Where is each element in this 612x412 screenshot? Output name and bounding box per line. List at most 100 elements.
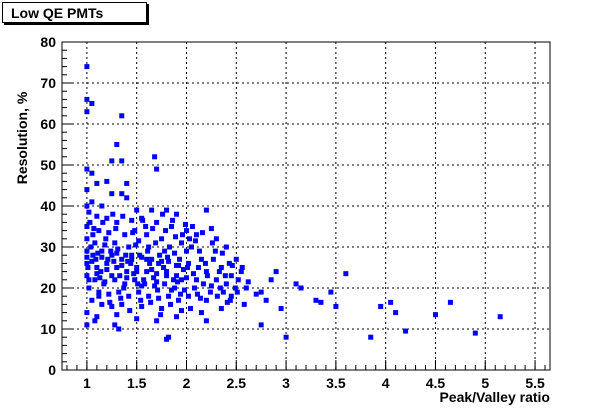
- data-point: [91, 226, 97, 232]
- x-tick-label: 5.5: [525, 375, 545, 391]
- data-point: [119, 301, 125, 307]
- data-point: [98, 269, 104, 275]
- data-point: [89, 199, 95, 205]
- data-point: [174, 273, 180, 279]
- data-point: [86, 285, 92, 291]
- data-point: [95, 250, 101, 256]
- data-point: [84, 96, 90, 102]
- data-point: [162, 281, 168, 287]
- data-point: [115, 246, 121, 252]
- data-point: [116, 289, 122, 295]
- data-point: [90, 252, 96, 258]
- data-point: [84, 203, 90, 209]
- data-point: [114, 250, 120, 256]
- y-tick-label: 40: [40, 198, 56, 214]
- data-point: [119, 158, 125, 164]
- data-point: [196, 248, 202, 254]
- data-point: [146, 244, 152, 250]
- data-point: [84, 109, 90, 115]
- data-point: [100, 219, 106, 225]
- data-point: [293, 281, 299, 287]
- data-point: [90, 232, 96, 238]
- x-tick-label: 2: [183, 375, 191, 391]
- data-point: [84, 310, 90, 316]
- data-point: [147, 260, 153, 266]
- data-point: [223, 281, 229, 287]
- data-point: [228, 273, 234, 279]
- data-point: [393, 310, 399, 316]
- data-point: [343, 271, 349, 277]
- data-point: [189, 224, 195, 229]
- x-tick-label: 4.5: [426, 375, 446, 391]
- data-point: [120, 213, 126, 219]
- data-point: [97, 275, 103, 281]
- data-point: [109, 158, 115, 164]
- data-point: [129, 252, 135, 258]
- data-point: [245, 279, 251, 285]
- x-tick-label: 1: [83, 375, 91, 391]
- data-point: [84, 64, 90, 70]
- data-point: [89, 170, 95, 176]
- data-point: [208, 283, 214, 289]
- data-point: [158, 312, 164, 318]
- data-point: [283, 334, 289, 340]
- data-point: [154, 271, 160, 277]
- data-point: [169, 287, 175, 293]
- data-point: [122, 281, 128, 287]
- data-point: [138, 297, 144, 303]
- data-point: [122, 232, 128, 238]
- data-point: [192, 238, 198, 244]
- data-point: [157, 252, 163, 258]
- data-point: [163, 228, 169, 234]
- chart-title: Low QE PMTs: [2, 2, 147, 23]
- data-point: [144, 232, 150, 238]
- data-point: [112, 240, 118, 246]
- data-point: [109, 252, 115, 258]
- data-point: [113, 226, 119, 232]
- data-point: [152, 283, 158, 289]
- data-point: [148, 299, 154, 305]
- data-point: [193, 277, 199, 283]
- data-point: [183, 275, 189, 281]
- data-point: [84, 254, 90, 260]
- data-point: [191, 285, 197, 291]
- data-point: [94, 213, 100, 219]
- data-point: [497, 314, 503, 320]
- data-point: [93, 256, 99, 262]
- data-point: [217, 285, 223, 291]
- data-point: [181, 287, 187, 293]
- x-tick-label: 3.5: [326, 375, 346, 391]
- data-point: [198, 310, 204, 316]
- data-point: [88, 244, 94, 250]
- data-point: [119, 256, 125, 262]
- data-point: [182, 221, 188, 227]
- data-point: [194, 291, 200, 297]
- data-point: [173, 234, 179, 240]
- data-point: [161, 265, 167, 270]
- data-point: [104, 215, 110, 221]
- data-point: [166, 258, 172, 264]
- data-point: [141, 277, 147, 283]
- data-point: [207, 289, 213, 295]
- data-point: [183, 248, 189, 254]
- data-point: [134, 316, 140, 322]
- data-point: [126, 244, 132, 250]
- data-point: [89, 101, 95, 106]
- data-point: [223, 244, 229, 250]
- data-point: [139, 283, 145, 289]
- data-point: [222, 273, 228, 279]
- data-point: [114, 142, 120, 147]
- y-tick-label: 0: [48, 362, 56, 378]
- data-point: [134, 269, 140, 275]
- data-point: [190, 271, 196, 277]
- data-point: [228, 293, 234, 299]
- data-point: [187, 306, 193, 311]
- data-point: [197, 295, 203, 301]
- data-point: [152, 154, 158, 160]
- data-point: [185, 293, 191, 299]
- data-point: [144, 256, 150, 262]
- data-point: [134, 265, 140, 270]
- data-point: [124, 275, 130, 281]
- data-point: [203, 318, 209, 324]
